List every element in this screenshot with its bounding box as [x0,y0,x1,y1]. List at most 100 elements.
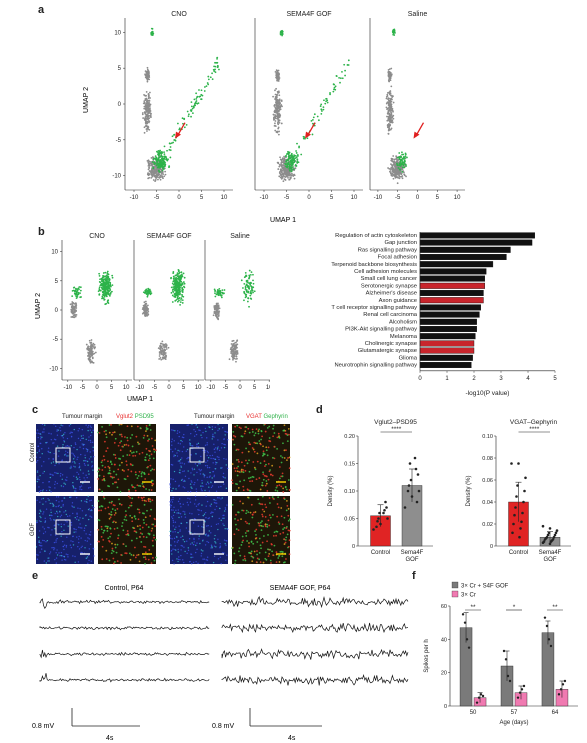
micro-dot [74,462,76,464]
umap-cell-gray [390,159,393,162]
micro-dot [213,474,216,476]
micro-dot [121,445,124,448]
micro-dot [221,517,224,520]
micro-dot [236,467,238,469]
micro-dot [141,451,144,454]
umap-cell-green [170,286,173,289]
micro-dot [134,517,137,520]
umap-xtick-label: 5 [436,195,440,201]
micro-dot [210,486,213,489]
umap-cell-green [398,156,401,159]
umap-cell-green [403,157,406,160]
umap-cell-green [322,108,325,111]
umap-cell-gray [279,102,282,105]
micro-dot [133,486,136,489]
micro-dot [211,545,213,547]
micro-dot [182,486,184,488]
micro-dot [65,455,68,457]
micro-dot [57,505,60,508]
micro-dot [143,434,146,437]
micro-dot [151,482,154,485]
micro-dot [98,474,101,477]
micro-dot [62,540,64,543]
micro-dot [59,475,62,477]
umap-cell-gray [286,174,289,177]
micro-dot [55,505,57,508]
micro-dot [261,520,263,523]
micro-dot [134,489,137,492]
micro-dot [45,562,48,564]
micro-dot [151,527,154,530]
micro-dot [261,481,264,484]
umap-cell-gray [148,99,151,102]
micro-dot [93,455,95,458]
micro-dot [263,474,266,477]
micro-dot [127,534,130,537]
umap-cell-green [107,290,110,293]
micro-dot [214,508,216,511]
umap-xtick-label: 0 [307,195,311,201]
micro-dot [66,515,69,518]
micro-dot [40,438,42,440]
umap-cell-green [247,290,250,293]
micro-dot [263,453,266,456]
umap-cell-green [146,295,149,298]
umap-cell-green [104,287,107,289]
kegg-xlabel: -log10(P value) [466,390,510,397]
umap-cell-green [218,290,221,293]
micro-dot [70,521,73,524]
umap-cell-gray [164,170,167,173]
umap-cell-green [74,290,76,293]
micro-dot [130,501,133,504]
micro-dot [54,487,56,489]
micro-dot [231,438,234,441]
micro-dot [126,425,129,428]
micro-dot [42,503,44,505]
micro-dot [44,550,46,552]
kegg-category-label: T cell receptor signalling pathway [331,305,417,311]
micro-dot [244,430,247,433]
micro-dot [82,444,84,447]
umap-cell-gray [149,110,152,112]
umap-cell-green [215,293,218,296]
micro-dot [150,437,153,440]
umap-cell-gray [391,119,394,122]
micro-dot [102,539,105,541]
micro-dot [124,552,127,554]
micro-dot [182,559,184,561]
micro-dot [126,475,129,478]
micro-dot [54,471,56,474]
micro-dot [57,472,59,475]
micro-dot [153,448,155,451]
umap-cell-green [200,89,203,92]
umap-cell-green [101,280,103,283]
micro-dot [145,453,148,456]
umap-cell-gray [163,343,165,346]
umap-cell-gray [277,162,280,165]
umap-cell-green [180,298,182,301]
umap-cell-green [401,166,404,169]
micro-dot [63,544,66,546]
micro-dot [147,465,149,468]
micro-dot [67,556,69,558]
micro-dot [232,434,235,437]
umap-cell-gray [387,71,390,73]
micro-dot [196,464,199,467]
micro-dot [55,557,58,559]
micro-dot [179,558,181,561]
micro-dot [84,460,87,462]
micro-dot [139,528,142,531]
umap-cell-green [106,270,109,273]
micro-dot [182,480,185,482]
micro-dot [207,456,210,459]
micro-dot [41,424,44,426]
micro-dot [36,558,39,560]
micro-dot [258,477,261,479]
umap-cell-gray [385,95,388,98]
micro-dot [237,487,240,489]
umap-title: Saline [230,233,250,240]
micro-dot [216,447,219,449]
micro-dot [72,512,74,515]
micro-dot [175,526,177,528]
umap-cell-gray [288,178,291,181]
